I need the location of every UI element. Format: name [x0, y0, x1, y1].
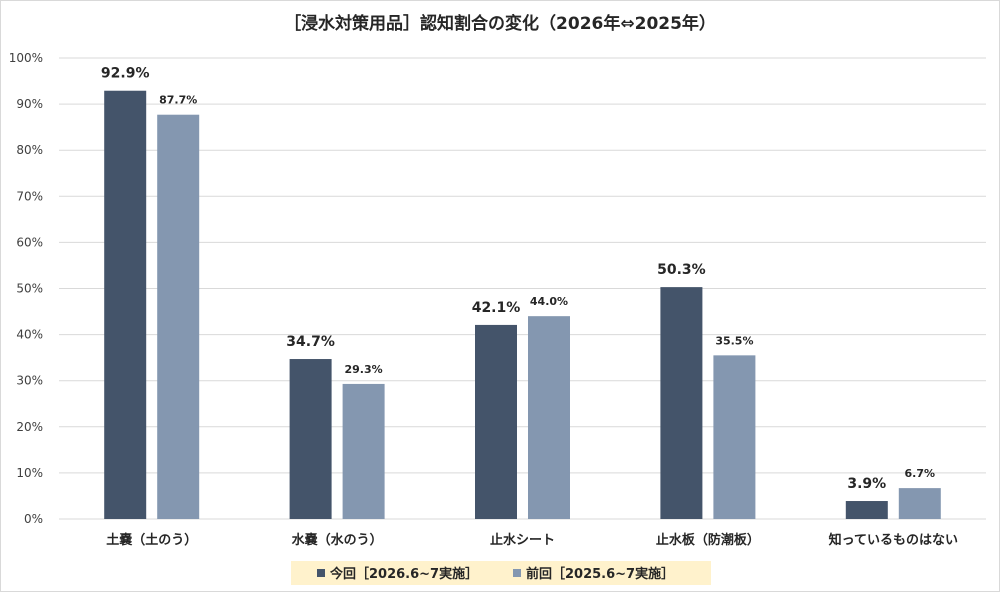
- data-label: 44.0%: [530, 295, 568, 308]
- y-tick-label: 100%: [9, 51, 43, 65]
- y-tick-label: 70%: [16, 189, 43, 203]
- chart-title: ［浸水対策用品］認知割合の変化（2026年⇔2025年）: [284, 13, 716, 34]
- data-labels: 92.9% 87.7% 34.7% 29.3% 42.1% 44.0% 50.3% 35.5%…: [101, 66, 935, 492]
- data-label: 92.9%: [101, 66, 150, 82]
- x-category-label: 止水シート: [490, 532, 555, 548]
- data-label: 29.3%: [345, 363, 383, 376]
- y-tick-label: 40%: [16, 328, 43, 342]
- x-category-label: 土嚢（土のう）: [106, 532, 197, 548]
- bar-previous: [898, 488, 941, 519]
- bar-current: [289, 359, 332, 519]
- y-tick-label: 10%: [16, 466, 43, 480]
- x-category-label: 止水板（防潮板）: [656, 532, 760, 548]
- y-tick-label: 90%: [16, 97, 43, 111]
- legend-label: 今回［2026.6~7実施］: [329, 566, 478, 582]
- data-label: 6.7%: [905, 467, 936, 480]
- y-axis-ticks: 0% 10% 20% 30% 40% 50% 60% 70% 80% 90% 100%: [9, 51, 43, 526]
- legend-label: 前回［2025.6~7実施］: [526, 566, 674, 582]
- data-label: 50.3%: [657, 262, 706, 278]
- x-category-label: 知っているものはない: [829, 532, 958, 548]
- data-label: 35.5%: [715, 334, 753, 347]
- y-tick-label: 0%: [24, 512, 43, 526]
- bar-previous: [157, 114, 200, 519]
- legend-swatch: [513, 569, 521, 577]
- data-label: 34.7%: [286, 334, 335, 350]
- y-tick-label: 80%: [16, 143, 43, 157]
- bar-previous: [528, 316, 570, 519]
- data-label: 42.1%: [472, 300, 521, 316]
- bars: [104, 90, 941, 519]
- x-axis-categories: 土嚢（土のう） 水嚢（水のう） 止水シート 止水板（防潮板） 知っているものはない: [106, 532, 958, 548]
- bar-previous: [713, 355, 756, 519]
- bar-current: [660, 287, 703, 519]
- x-category-label: 水嚢（水のう）: [292, 532, 383, 548]
- y-tick-label: 60%: [16, 235, 43, 249]
- y-tick-label: 20%: [16, 420, 43, 434]
- bar-current: [475, 324, 517, 519]
- legend-swatch: [317, 569, 325, 577]
- bar-previous: [342, 383, 385, 519]
- y-tick-label: 50%: [16, 282, 43, 296]
- bar-current: [104, 90, 147, 519]
- bar-current: [845, 501, 888, 519]
- data-label: 3.9%: [847, 476, 886, 492]
- y-tick-label: 30%: [16, 374, 43, 388]
- gridlines: [59, 57, 986, 520]
- legend: 今回［2026.6~7実施］ 前回［2025.6~7実施］: [291, 561, 711, 585]
- legend-background: [291, 561, 711, 585]
- data-label: 87.7%: [159, 94, 197, 107]
